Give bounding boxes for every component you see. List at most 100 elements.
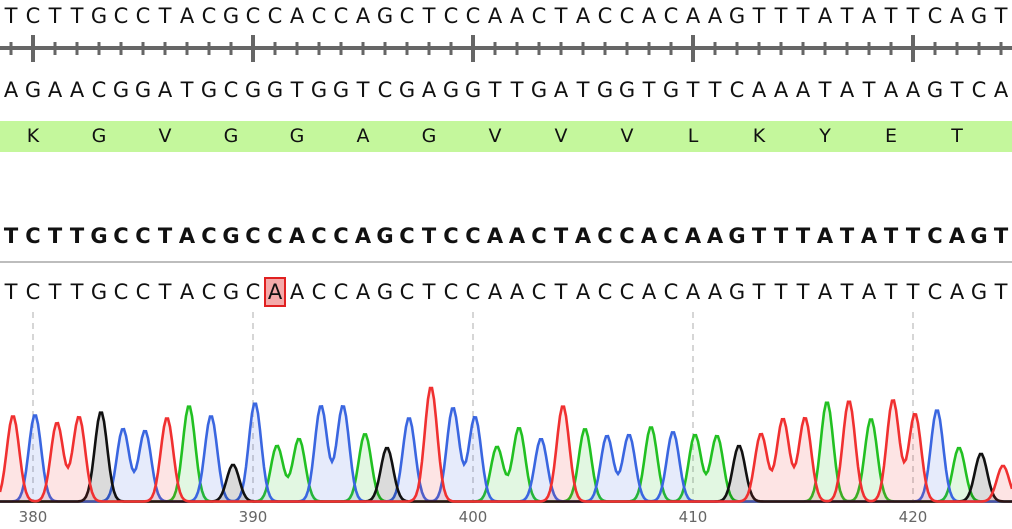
top-base[interactable]: T [906,4,920,28]
top-base[interactable]: T [774,4,788,28]
top-base[interactable]: A [179,4,195,28]
complement-base[interactable]: A [3,78,19,102]
read-base[interactable]: A [817,280,833,304]
reference-base[interactable]: C [465,224,481,248]
read-base[interactable]: C [927,280,943,304]
reference-base[interactable]: A [508,224,526,248]
top-base[interactable]: C [311,4,327,28]
read-base[interactable]: G [728,280,746,304]
reference-base[interactable]: C [531,224,547,248]
reference-base[interactable]: G [970,224,988,248]
top-base[interactable]: C [443,4,459,28]
read-base[interactable]: A [509,280,525,304]
top-base[interactable]: A [289,4,305,28]
top-base[interactable]: T [554,4,568,28]
complement-base[interactable]: G [266,78,284,102]
reference-base[interactable]: T [839,224,855,248]
complement-base[interactable]: A [157,78,173,102]
complement-base[interactable]: T [488,78,502,102]
top-base[interactable]: T [48,4,62,28]
complement-base[interactable]: G [332,78,350,102]
read-base[interactable]: C [25,280,41,304]
complement-base[interactable]: G [310,78,328,102]
top-base[interactable]: C [113,4,129,28]
top-base[interactable]: C [531,4,547,28]
reference-base[interactable]: C [927,224,943,248]
top-base[interactable]: T [752,4,766,28]
top-base[interactable]: G [222,4,240,28]
top-base[interactable]: T [796,4,810,28]
top-base[interactable]: T [422,4,436,28]
top-base[interactable]: A [641,4,657,28]
read-base[interactable]: T [422,280,436,304]
reference-base[interactable]: C [399,224,415,248]
complement-base[interactable]: C [971,78,987,102]
read-base[interactable]: A [707,280,723,304]
read-base[interactable]: A [685,280,701,304]
reference-base[interactable]: G [728,224,746,248]
complement-base[interactable]: T [862,78,876,102]
reference-base[interactable]: C [663,224,679,248]
reference-base[interactable]: A [860,224,878,248]
complement-base[interactable]: A [993,78,1009,102]
read-base[interactable]: T [4,280,18,304]
complement-base[interactable]: G [24,78,42,102]
read-base[interactable]: T [796,280,810,304]
complement-base[interactable]: T [356,78,370,102]
read-base[interactable]: A [949,280,965,304]
read-base[interactable]: C [443,280,459,304]
reference-base[interactable]: C [245,224,261,248]
read-base[interactable]: C [311,280,327,304]
read-base[interactable]: T [554,280,568,304]
top-base[interactable]: T [840,4,854,28]
reference-base[interactable]: C [267,224,283,248]
read-base[interactable]: G [376,280,394,304]
top-base[interactable]: A [575,4,591,28]
complement-base[interactable]: A [421,78,437,102]
read-base[interactable]: T [752,280,766,304]
complement-base[interactable]: C [223,78,239,102]
top-base[interactable]: A [355,4,371,28]
reference-base[interactable]: A [948,224,966,248]
reference-base[interactable]: T [905,224,921,248]
read-base[interactable]: A [487,280,503,304]
complement-base[interactable]: G [200,78,218,102]
complement-base[interactable]: G [112,78,130,102]
complement-base[interactable]: G [134,78,152,102]
complement-base[interactable]: G [596,78,614,102]
reference-base[interactable]: G [222,224,240,248]
read-base[interactable]: C [663,280,679,304]
complement-base[interactable]: G [926,78,944,102]
reference-base[interactable]: A [816,224,834,248]
complement-base[interactable]: A [905,78,921,102]
top-base[interactable]: A [861,4,877,28]
reference-base[interactable]: T [553,224,569,248]
reference-base[interactable]: T [69,224,85,248]
read-base[interactable]: C [333,280,349,304]
reference-base[interactable]: C [443,224,459,248]
complement-base[interactable]: T [818,78,832,102]
reference-base[interactable]: C [619,224,635,248]
top-base[interactable]: A [487,4,503,28]
complement-base[interactable]: A [69,78,85,102]
complement-base[interactable]: C [377,78,393,102]
read-base[interactable]: A [641,280,657,304]
complement-base[interactable]: T [510,78,524,102]
top-base[interactable]: C [267,4,283,28]
top-base[interactable]: C [333,4,349,28]
complement-base[interactable]: G [662,78,680,102]
read-base[interactable]: A [289,280,305,304]
reference-base[interactable]: T [3,224,19,248]
top-base[interactable]: C [25,4,41,28]
top-base[interactable]: C [245,4,261,28]
complement-base[interactable]: A [773,78,789,102]
read-base[interactable]: A [575,280,591,304]
top-base[interactable]: C [465,4,481,28]
complement-base[interactable]: T [576,78,590,102]
read-base[interactable]: C [619,280,635,304]
reference-base[interactable]: A [486,224,504,248]
top-base[interactable]: G [376,4,394,28]
reference-base[interactable]: C [135,224,151,248]
reference-base[interactable]: T [421,224,437,248]
complement-base[interactable]: A [795,78,811,102]
